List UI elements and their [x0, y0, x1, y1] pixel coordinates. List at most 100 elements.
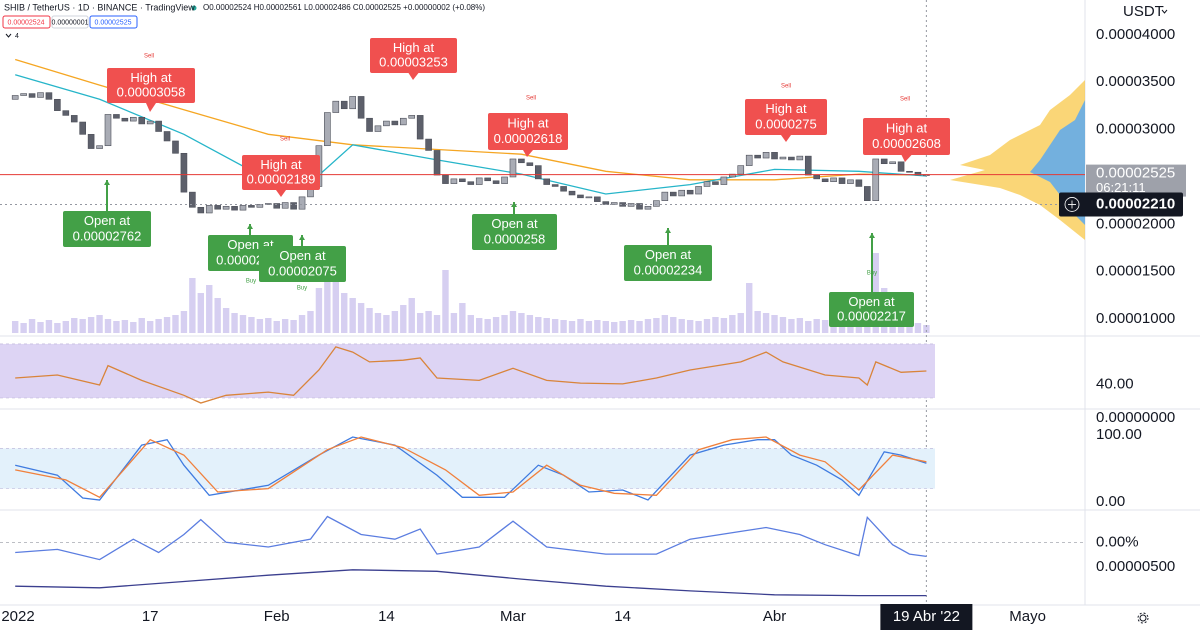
candle-body: [442, 174, 449, 184]
volume-bar: [433, 315, 441, 333]
candle-body: [804, 155, 812, 176]
volume-bar: [113, 321, 120, 333]
candle-body: [383, 120, 390, 127]
settings-icon[interactable]: [1137, 612, 1149, 624]
candle-body: [872, 158, 880, 201]
candle-body: [653, 200, 660, 207]
volume-bar: [788, 319, 795, 333]
annotation-text: Open at: [279, 248, 326, 263]
volume-bar: [20, 323, 27, 333]
candle-body: [906, 170, 913, 173]
annotation-text: Open at: [848, 294, 895, 309]
volume-bar: [197, 293, 205, 333]
candle-body: [669, 191, 677, 197]
volume-bar: [54, 323, 61, 333]
volume-bar: [374, 313, 382, 333]
candle-body: [585, 196, 593, 199]
x-tick-label: 14: [614, 608, 631, 625]
annotation-text: Open at: [645, 247, 692, 262]
candle-body: [290, 202, 297, 210]
candle-body: [113, 114, 120, 119]
x-tick-label: 14: [378, 608, 395, 625]
candle-body: [155, 120, 162, 132]
candle-body: [45, 92, 53, 100]
candle-body: [273, 203, 281, 209]
candle-body: [340, 100, 348, 110]
annotation-text: Open at: [491, 216, 538, 231]
candle-body: [357, 96, 365, 119]
volume-bar: [746, 283, 753, 333]
candle-body: [231, 206, 238, 211]
volume-bar: [366, 308, 373, 333]
candle-body: [70, 115, 78, 123]
currency-caret[interactable]: [1161, 9, 1168, 14]
volume-bar: [611, 322, 618, 333]
volume-bar: [239, 315, 247, 333]
volume-bar: [518, 313, 525, 333]
status-dot: [191, 5, 197, 11]
indicator-band: [0, 343, 935, 398]
candle-body: [543, 178, 551, 185]
candle-body: [433, 150, 441, 176]
candle-body: [847, 179, 854, 184]
annotation-arrow: [104, 180, 110, 185]
indicator-line: [15, 515, 927, 561]
annotation-value: 0.00002618: [494, 131, 563, 146]
annotation-text: High at: [765, 101, 807, 116]
volume-bar: [298, 315, 306, 333]
annotation-box: [488, 113, 568, 150]
volume-bar: [315, 288, 323, 333]
candle-body: [28, 93, 36, 98]
volume-bar: [290, 320, 297, 333]
volume-bar: [805, 321, 812, 333]
candle-body: [450, 178, 458, 184]
input-box[interactable]: [2, 15, 51, 29]
candle-body: [897, 161, 905, 172]
volume-bar: [71, 318, 78, 333]
x-tick-label: Mar: [500, 608, 526, 625]
volume-bar: [281, 319, 289, 333]
candle-body: [37, 92, 44, 98]
input-value: 0.00002525: [95, 19, 132, 26]
input-box[interactable]: [89, 15, 138, 29]
candle-body: [830, 177, 837, 183]
annotation-box: [242, 155, 320, 190]
x-tick-label: 2022: [1, 608, 34, 625]
candle-body: [762, 152, 770, 159]
signal-label: Sell: [280, 137, 290, 143]
volume-bar: [796, 318, 804, 333]
volume-bar: [476, 318, 483, 333]
y-tick-label: 100.00: [1096, 426, 1142, 443]
x-tick-label: Feb: [264, 608, 290, 625]
candle-body: [79, 121, 86, 135]
indicator-line: [15, 346, 927, 404]
volume-bar: [231, 313, 238, 333]
annotation-value: 0.00002762: [73, 228, 142, 243]
collapse-caret[interactable]: [5, 33, 12, 38]
candle-body: [163, 131, 171, 142]
annotation-value: 0.0000258: [484, 231, 545, 246]
annotation-value: 0.00003058: [117, 85, 186, 100]
candle-body: [492, 180, 500, 184]
input-box[interactable]: [51, 15, 89, 29]
x-tick-label: Abr: [763, 608, 786, 625]
candle-body: [87, 134, 95, 149]
volume-bar: [96, 315, 103, 333]
volume-bar: [11, 321, 19, 333]
volume-bar: [568, 321, 576, 333]
volume-bar: [627, 320, 635, 333]
candle-body: [222, 206, 230, 210]
candle-body: [568, 190, 576, 196]
volume-bar: [146, 321, 154, 333]
candle-body: [610, 202, 618, 205]
volume-bar: [130, 322, 137, 333]
volume-bar: [551, 319, 559, 333]
volume-bar: [416, 313, 424, 333]
candle-body: [197, 206, 205, 214]
annotation-value: 0.00002189: [247, 172, 316, 187]
volume-bar: [729, 315, 736, 333]
volume-bar: [560, 320, 567, 333]
volume-bar: [509, 311, 517, 333]
